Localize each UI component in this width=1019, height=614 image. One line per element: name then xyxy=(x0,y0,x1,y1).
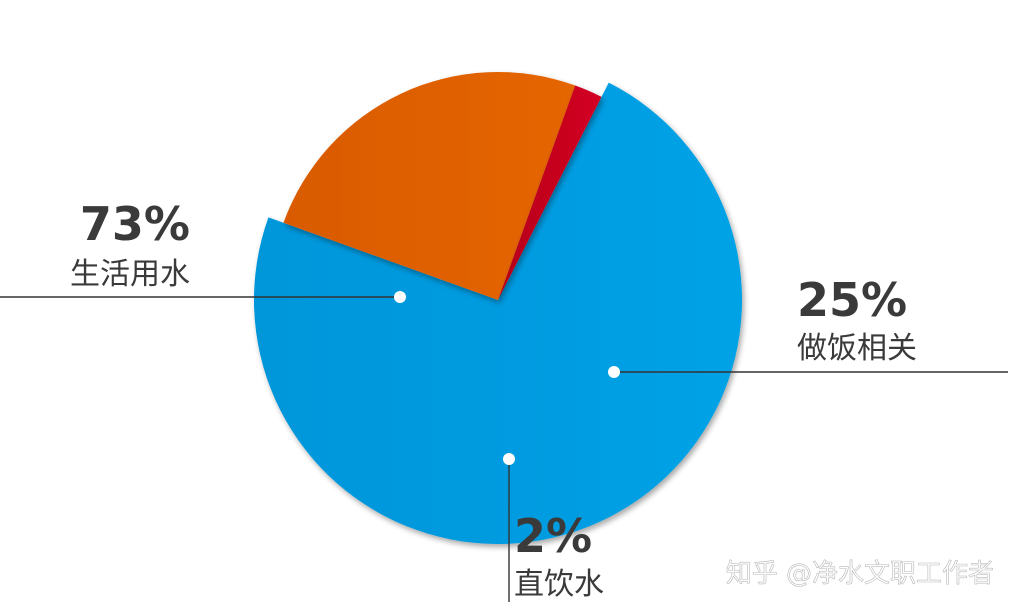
data-label-cat-zhiyin: 直饮水 xyxy=(514,567,604,602)
data-label-pct-zuofan: 25% xyxy=(797,273,907,327)
marker-dot-shenghuo xyxy=(394,291,406,303)
pie-slice-shenghuo xyxy=(254,82,743,545)
marker-dot-zhiyin xyxy=(503,453,515,465)
data-label-pct-shenghuo: 73% xyxy=(80,197,190,251)
watermark-text: 知乎 @净水文职工作者 xyxy=(726,559,994,589)
pie-slice-zhiyin xyxy=(498,85,602,300)
data-label-cat-shenghuo: 生活用水 xyxy=(70,257,190,292)
data-label-cat-zuofan: 做饭相关 xyxy=(797,331,917,366)
marker-dot-zuofan xyxy=(608,366,620,378)
data-label-pct-zhiyin: 2% xyxy=(514,509,592,563)
pie-slice-zuofan xyxy=(283,72,576,300)
